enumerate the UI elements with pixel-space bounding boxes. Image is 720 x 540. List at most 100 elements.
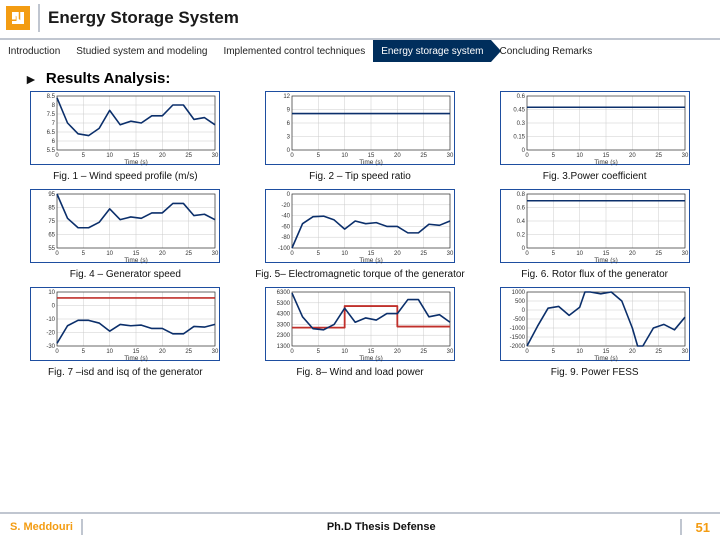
svg-text:4300: 4300 bbox=[277, 312, 291, 318]
svg-text:Time (s): Time (s) bbox=[359, 355, 383, 362]
svg-text:10: 10 bbox=[341, 153, 348, 159]
svg-text:65: 65 bbox=[49, 233, 56, 239]
svg-text:30: 30 bbox=[212, 349, 219, 355]
svg-text:25: 25 bbox=[655, 251, 662, 257]
svg-text:-2000: -2000 bbox=[509, 344, 525, 350]
svg-text:10: 10 bbox=[576, 153, 583, 159]
svg-text:5: 5 bbox=[82, 251, 86, 257]
svg-text:10: 10 bbox=[49, 290, 56, 296]
svg-text:0.8: 0.8 bbox=[516, 192, 525, 198]
svg-text:-20: -20 bbox=[47, 331, 56, 337]
slide-title: Energy Storage System bbox=[48, 8, 239, 28]
svg-text:0: 0 bbox=[525, 349, 529, 355]
svg-text:0: 0 bbox=[525, 251, 529, 257]
svg-text:10: 10 bbox=[107, 349, 114, 355]
svg-text:Time (s): Time (s) bbox=[594, 355, 618, 362]
slide-header: Energy Storage System bbox=[0, 0, 720, 36]
tab-0[interactable]: Introduction bbox=[0, 40, 68, 62]
svg-text:1000: 1000 bbox=[511, 290, 525, 296]
svg-text:-60: -60 bbox=[281, 224, 290, 230]
section-title: Results Analysis: bbox=[46, 70, 171, 87]
svg-text:-500: -500 bbox=[513, 317, 526, 323]
svg-text:20: 20 bbox=[159, 153, 166, 159]
svg-text:6.5: 6.5 bbox=[47, 130, 56, 136]
svg-text:0.45: 0.45 bbox=[513, 108, 525, 114]
chart-0: 5.566.577.588.5051015202530Time (s) bbox=[30, 91, 220, 165]
tab-2[interactable]: Implemented control techniques bbox=[215, 40, 373, 62]
chart-1: 036912051015202530Time (s) bbox=[265, 91, 455, 165]
chart-caption-3: Fig. 4 – Generator speed bbox=[70, 269, 181, 283]
svg-text:95: 95 bbox=[49, 192, 56, 198]
svg-text:-30: -30 bbox=[47, 344, 56, 350]
svg-text:5: 5 bbox=[551, 251, 555, 257]
svg-text:Time (s): Time (s) bbox=[359, 159, 383, 166]
svg-text:6: 6 bbox=[52, 139, 56, 145]
svg-text:9: 9 bbox=[287, 108, 291, 114]
chart-8: -2000-1500-1000-50005001000051015202530T… bbox=[500, 287, 690, 361]
svg-text:25: 25 bbox=[420, 153, 427, 159]
tab-4[interactable]: Concluding Remarks bbox=[491, 40, 600, 62]
svg-text:5300: 5300 bbox=[277, 301, 291, 307]
svg-text:Time (s): Time (s) bbox=[594, 257, 618, 264]
svg-text:5: 5 bbox=[82, 349, 86, 355]
chart-caption-5: Fig. 6. Rotor flux of the generator bbox=[521, 269, 668, 283]
svg-text:-1000: -1000 bbox=[509, 326, 525, 332]
svg-text:10: 10 bbox=[576, 349, 583, 355]
chart-caption-1: Fig. 2 – Tip speed ratio bbox=[309, 171, 411, 185]
svg-text:25: 25 bbox=[420, 251, 427, 257]
svg-text:6300: 6300 bbox=[277, 290, 291, 296]
svg-text:0.15: 0.15 bbox=[513, 135, 525, 141]
arrow-icon: ► bbox=[24, 71, 38, 87]
svg-text:20: 20 bbox=[159, 349, 166, 355]
svg-text:10: 10 bbox=[341, 349, 348, 355]
svg-text:0: 0 bbox=[521, 308, 525, 314]
svg-text:20: 20 bbox=[159, 251, 166, 257]
svg-text:20: 20 bbox=[394, 251, 401, 257]
chart-cell-2: 00.150.30.450.6051015202530Time (s)Fig. … bbox=[485, 91, 705, 185]
svg-text:3: 3 bbox=[287, 135, 291, 141]
section-header: ► Results Analysis: bbox=[0, 62, 720, 89]
svg-text:30: 30 bbox=[447, 251, 454, 257]
chart-cell-8: -2000-1500-1000-50005001000051015202530T… bbox=[485, 287, 705, 381]
svg-text:20: 20 bbox=[629, 153, 636, 159]
svg-text:25: 25 bbox=[655, 153, 662, 159]
chart-5: 00.20.40.60.8051015202530Time (s) bbox=[500, 189, 690, 263]
chart-cell-6: -30-20-10010051015202530Time (s)Fig. 7 –… bbox=[15, 287, 235, 381]
chart-2: 00.150.30.450.6051015202530Time (s) bbox=[500, 91, 690, 165]
svg-text:30: 30 bbox=[447, 153, 454, 159]
svg-text:5: 5 bbox=[82, 153, 86, 159]
chart-caption-8: Fig. 9. Power FESS bbox=[551, 367, 639, 381]
tab-1[interactable]: Studied system and modeling bbox=[68, 40, 215, 62]
chart-caption-0: Fig. 1 – Wind speed profile (m/s) bbox=[53, 171, 198, 185]
svg-text:12: 12 bbox=[283, 94, 290, 100]
chart-caption-6: Fig. 7 –isd and isq of the generator bbox=[48, 367, 203, 381]
svg-text:Time (s): Time (s) bbox=[125, 355, 149, 362]
svg-text:30: 30 bbox=[681, 349, 688, 355]
svg-text:0: 0 bbox=[287, 192, 291, 198]
chart-cell-3: 5565758595051015202530Time (s)Fig. 4 – G… bbox=[15, 189, 235, 283]
svg-text:25: 25 bbox=[186, 251, 193, 257]
footer-divider-right bbox=[680, 519, 682, 535]
chart-caption-2: Fig. 3.Power coefficient bbox=[543, 171, 647, 185]
svg-text:3300: 3300 bbox=[277, 322, 291, 328]
svg-text:20: 20 bbox=[394, 349, 401, 355]
tab-3[interactable]: Energy storage system bbox=[373, 40, 491, 62]
chart-7: 130023003300430053006300051015202530Time… bbox=[265, 287, 455, 361]
svg-text:10: 10 bbox=[341, 251, 348, 257]
svg-text:-80: -80 bbox=[281, 235, 290, 241]
svg-text:25: 25 bbox=[655, 349, 662, 355]
svg-text:30: 30 bbox=[681, 153, 688, 159]
svg-text:Time (s): Time (s) bbox=[125, 257, 149, 264]
svg-text:25: 25 bbox=[186, 153, 193, 159]
chart-4: -100-80-60-40-200051015202530Time (s) bbox=[265, 189, 455, 263]
svg-text:30: 30 bbox=[681, 251, 688, 257]
svg-text:-40: -40 bbox=[281, 214, 290, 220]
chart-cell-4: -100-80-60-40-200051015202530Time (s)Fig… bbox=[250, 189, 470, 283]
svg-text:2300: 2300 bbox=[277, 333, 291, 339]
svg-text:10: 10 bbox=[107, 251, 114, 257]
chart-cell-7: 130023003300430053006300051015202530Time… bbox=[250, 287, 470, 381]
svg-text:-100: -100 bbox=[278, 246, 291, 252]
svg-text:7.5: 7.5 bbox=[47, 112, 56, 118]
svg-text:0: 0 bbox=[52, 304, 56, 310]
svg-text:10: 10 bbox=[107, 153, 114, 159]
